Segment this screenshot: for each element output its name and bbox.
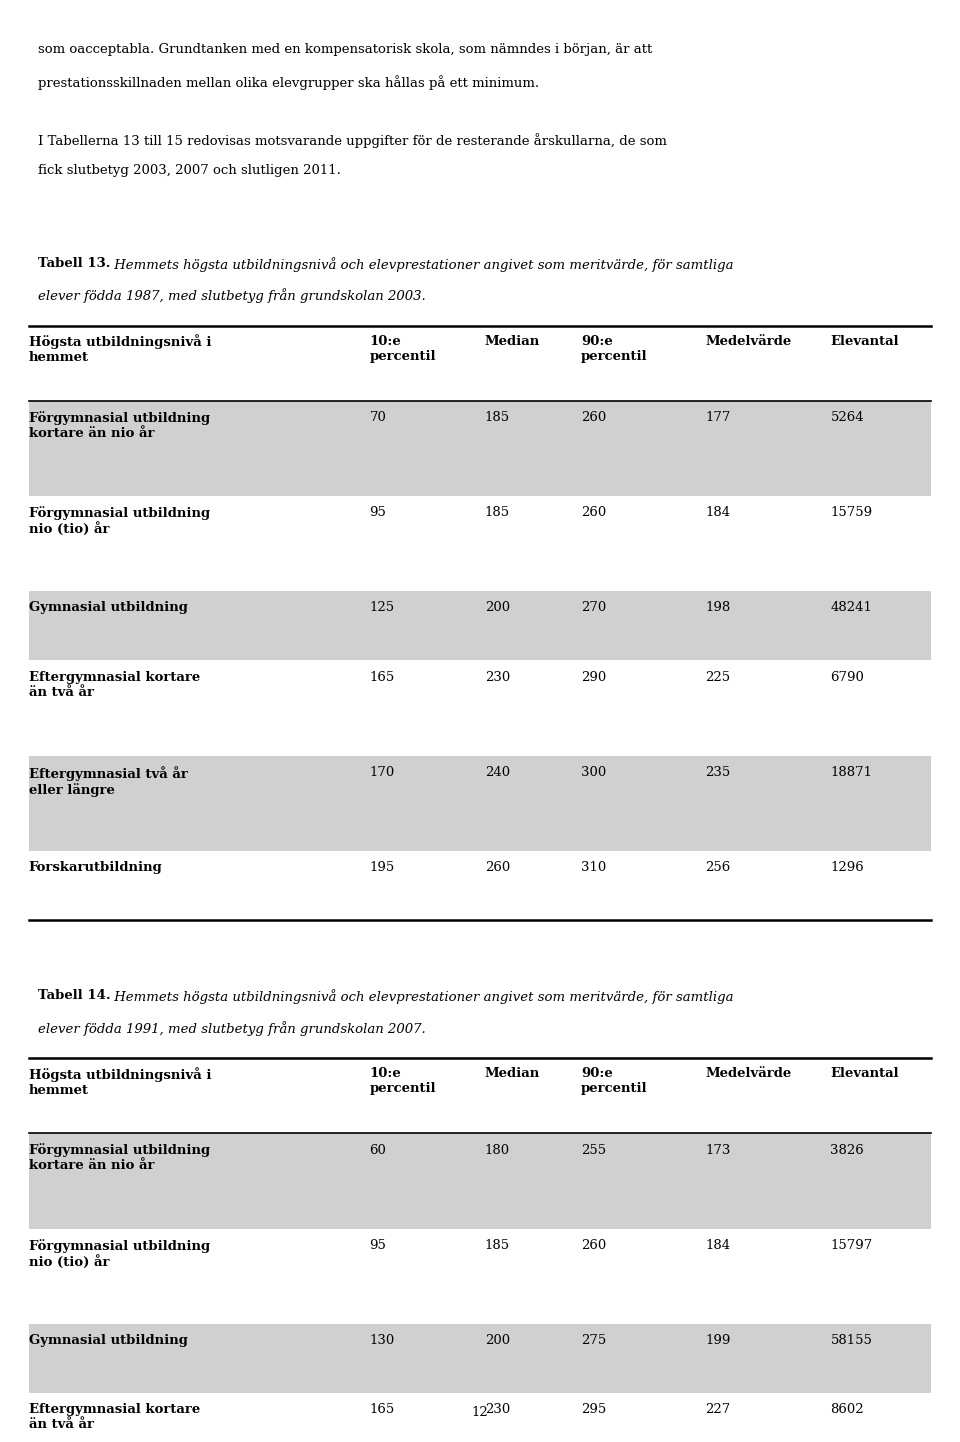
Text: 1296: 1296 [830, 861, 864, 874]
Text: Forskarutbildning: Forskarutbildning [29, 861, 162, 874]
Text: 235: 235 [706, 766, 731, 779]
Text: 90:e
percentil: 90:e percentil [581, 335, 647, 362]
Text: 230: 230 [485, 1403, 510, 1416]
Text: 225: 225 [706, 671, 731, 684]
Text: 60: 60 [370, 1144, 387, 1156]
Text: I Tabellerna 13 till 15 redovisas motsvarande uppgifter för de resterande årskul: I Tabellerna 13 till 15 redovisas motsva… [38, 133, 667, 147]
Bar [29, 1324, 931, 1393]
Text: 3826: 3826 [830, 1144, 864, 1156]
Text: 198: 198 [706, 601, 731, 614]
Text: 6790: 6790 [830, 671, 864, 684]
Text: Medelvärde: Medelvärde [706, 335, 792, 348]
Text: 255: 255 [581, 1144, 606, 1156]
Text: 10:e
percentil: 10:e percentil [370, 335, 436, 362]
Text: 165: 165 [370, 1403, 395, 1416]
Text: Hemmets högsta utbildningsnivå och elevprestationer angivet som meritvärde, för : Hemmets högsta utbildningsnivå och elevp… [110, 257, 733, 271]
Text: 256: 256 [706, 861, 731, 874]
Text: Tabell 13.: Tabell 13. [38, 257, 111, 270]
Text: 48241: 48241 [830, 601, 873, 614]
Text: 230: 230 [485, 671, 510, 684]
Text: 95: 95 [370, 506, 387, 519]
Bar [29, 401, 931, 496]
Text: 184: 184 [706, 1239, 731, 1252]
Text: prestationsskillnaden mellan olika elevgrupper ska hållas på ett minimum.: prestationsskillnaden mellan olika elevg… [38, 75, 540, 89]
Text: 275: 275 [581, 1334, 606, 1347]
Text: 300: 300 [581, 766, 606, 779]
Text: 15759: 15759 [830, 506, 873, 519]
Text: Högsta utbildningsnivå i
hemmet: Högsta utbildningsnivå i hemmet [29, 1067, 211, 1097]
Text: Median: Median [485, 1067, 540, 1080]
Bar [29, 591, 931, 660]
Text: Median: Median [485, 335, 540, 348]
Text: Medelvärde: Medelvärde [706, 1067, 792, 1080]
Text: 270: 270 [581, 601, 606, 614]
Text: 260: 260 [581, 1239, 606, 1252]
Text: elever födda 1987, med slutbetyg från grundskolan 2003.: elever födda 1987, med slutbetyg från gr… [38, 288, 426, 303]
Text: 184: 184 [706, 506, 731, 519]
Text: 199: 199 [706, 1334, 731, 1347]
Text: 170: 170 [370, 766, 395, 779]
Text: 8602: 8602 [830, 1403, 864, 1416]
Text: 5264: 5264 [830, 411, 864, 424]
Text: Gymnasial utbildning: Gymnasial utbildning [29, 1334, 187, 1347]
Text: 90:e
percentil: 90:e percentil [581, 1067, 647, 1094]
Text: 165: 165 [370, 671, 395, 684]
Text: 180: 180 [485, 1144, 510, 1156]
Text: 18871: 18871 [830, 766, 873, 779]
Text: Eftergymnasial kortare
än två år: Eftergymnasial kortare än två år [29, 1403, 200, 1430]
Text: fick slutbetyg 2003, 2007 och slutligen 2011.: fick slutbetyg 2003, 2007 och slutligen … [38, 164, 341, 177]
Text: Förgymnasial utbildning
kortare än nio år: Förgymnasial utbildning kortare än nio å… [29, 1144, 210, 1172]
Text: 58155: 58155 [830, 1334, 873, 1347]
Text: Förgymnasial utbildning
nio (tio) år: Förgymnasial utbildning nio (tio) år [29, 1239, 210, 1269]
Text: Tabell 14.: Tabell 14. [38, 989, 111, 1002]
Text: 177: 177 [706, 411, 731, 424]
Text: 260: 260 [581, 411, 606, 424]
Text: som oacceptabla. Grundtanken med en kompensatorisk skola, som nämndes i början, : som oacceptabla. Grundtanken med en komp… [38, 43, 653, 56]
Text: 200: 200 [485, 1334, 510, 1347]
Text: 185: 185 [485, 411, 510, 424]
Text: Förgymnasial utbildning
kortare än nio år: Förgymnasial utbildning kortare än nio å… [29, 411, 210, 440]
Text: 295: 295 [581, 1403, 606, 1416]
Text: 185: 185 [485, 506, 510, 519]
Text: Eftergymnasial två år
eller längre: Eftergymnasial två år eller längre [29, 766, 187, 796]
Text: 195: 195 [370, 861, 395, 874]
Text: 173: 173 [706, 1144, 731, 1156]
Text: 290: 290 [581, 671, 606, 684]
Text: Gymnasial utbildning: Gymnasial utbildning [29, 601, 187, 614]
Text: 12: 12 [471, 1406, 489, 1419]
Text: elever födda 1991, med slutbetyg från grundskolan 2007.: elever födda 1991, med slutbetyg från gr… [38, 1021, 426, 1035]
Text: 130: 130 [370, 1334, 395, 1347]
Text: 310: 310 [581, 861, 606, 874]
Text: 185: 185 [485, 1239, 510, 1252]
Text: 227: 227 [706, 1403, 731, 1416]
Text: 70: 70 [370, 411, 387, 424]
Text: 240: 240 [485, 766, 510, 779]
Text: 10:e
percentil: 10:e percentil [370, 1067, 436, 1094]
Text: 200: 200 [485, 601, 510, 614]
Text: Elevantal: Elevantal [830, 335, 899, 348]
Text: 125: 125 [370, 601, 395, 614]
Text: Hemmets högsta utbildningsnivå och elevprestationer angivet som meritvärde, för : Hemmets högsta utbildningsnivå och elevp… [110, 989, 733, 1004]
Text: 95: 95 [370, 1239, 387, 1252]
Bar [29, 1133, 931, 1229]
Text: 15797: 15797 [830, 1239, 873, 1252]
Text: Förgymnasial utbildning
nio (tio) år: Förgymnasial utbildning nio (tio) år [29, 506, 210, 536]
Text: Eftergymnasial kortare
än två år: Eftergymnasial kortare än två år [29, 671, 200, 698]
Bar [29, 756, 931, 851]
Text: Elevantal: Elevantal [830, 1067, 899, 1080]
Text: 260: 260 [581, 506, 606, 519]
Text: 260: 260 [485, 861, 510, 874]
Text: Högsta utbildningsnivå i
hemmet: Högsta utbildningsnivå i hemmet [29, 335, 211, 365]
